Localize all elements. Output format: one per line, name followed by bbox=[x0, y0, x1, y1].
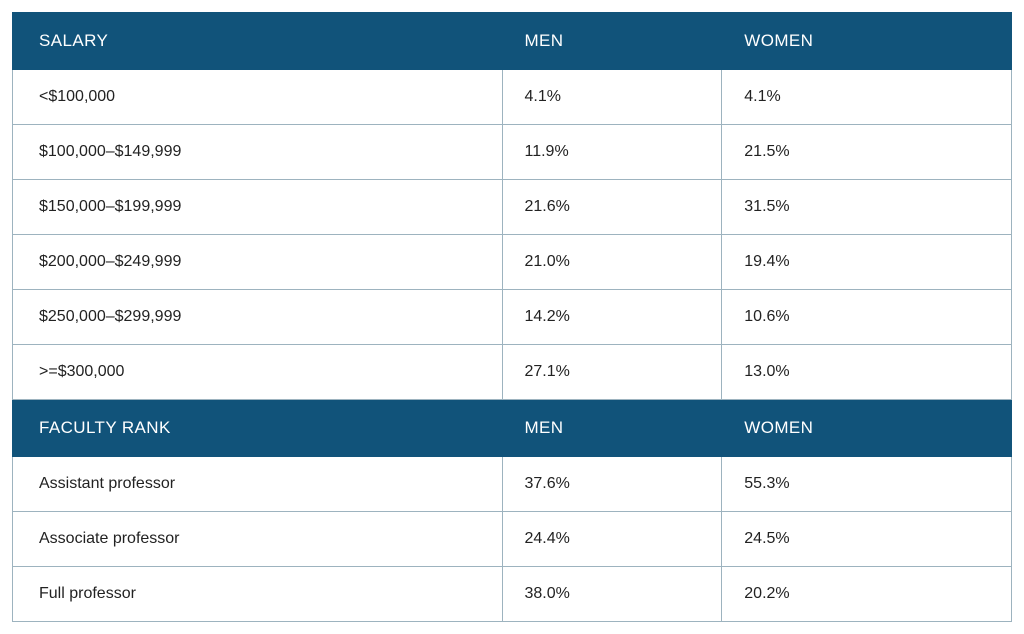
table-row: Full professor 38.0% 20.2% bbox=[13, 567, 1012, 622]
cell-category: <$100,000 bbox=[13, 70, 503, 125]
cell-men: 11.9% bbox=[502, 125, 722, 180]
cell-category: >=$300,000 bbox=[13, 345, 503, 400]
data-table: SALARY MEN WOMEN <$100,000 4.1% 4.1% $10… bbox=[12, 12, 1012, 622]
col-header-men: MEN bbox=[502, 400, 722, 457]
cell-women: 13.0% bbox=[722, 345, 1012, 400]
col-header-women: WOMEN bbox=[722, 400, 1012, 457]
cell-women: 55.3% bbox=[722, 457, 1012, 512]
cell-men: 4.1% bbox=[502, 70, 722, 125]
cell-category: Assistant professor bbox=[13, 457, 503, 512]
col-header-category: SALARY bbox=[13, 13, 503, 70]
cell-category: Associate professor bbox=[13, 512, 503, 567]
table-row: Assistant professor 37.6% 55.3% bbox=[13, 457, 1012, 512]
table-header-salary: SALARY MEN WOMEN bbox=[13, 13, 1012, 70]
col-header-category: FACULTY RANK bbox=[13, 400, 503, 457]
cell-men: 27.1% bbox=[502, 345, 722, 400]
cell-category: $150,000–$199,999 bbox=[13, 180, 503, 235]
cell-women: 4.1% bbox=[722, 70, 1012, 125]
cell-men: 14.2% bbox=[502, 290, 722, 345]
table-row: $250,000–$299,999 14.2% 10.6% bbox=[13, 290, 1012, 345]
table-row: >=$300,000 27.1% 13.0% bbox=[13, 345, 1012, 400]
cell-category: Full professor bbox=[13, 567, 503, 622]
table-row: $150,000–$199,999 21.6% 31.5% bbox=[13, 180, 1012, 235]
cell-women: 31.5% bbox=[722, 180, 1012, 235]
cell-women: 19.4% bbox=[722, 235, 1012, 290]
cell-women: 10.6% bbox=[722, 290, 1012, 345]
cell-men: 37.6% bbox=[502, 457, 722, 512]
cell-category: $100,000–$149,999 bbox=[13, 125, 503, 180]
cell-men: 21.6% bbox=[502, 180, 722, 235]
cell-women: 21.5% bbox=[722, 125, 1012, 180]
cell-men: 24.4% bbox=[502, 512, 722, 567]
table-row: Associate professor 24.4% 24.5% bbox=[13, 512, 1012, 567]
table-row: <$100,000 4.1% 4.1% bbox=[13, 70, 1012, 125]
table-header-faculty-rank: FACULTY RANK MEN WOMEN bbox=[13, 400, 1012, 457]
cell-women: 20.2% bbox=[722, 567, 1012, 622]
cell-category: $250,000–$299,999 bbox=[13, 290, 503, 345]
cell-men: 38.0% bbox=[502, 567, 722, 622]
table-row: $200,000–$249,999 21.0% 19.4% bbox=[13, 235, 1012, 290]
col-header-women: WOMEN bbox=[722, 13, 1012, 70]
cell-category: $200,000–$249,999 bbox=[13, 235, 503, 290]
table-row: $100,000–$149,999 11.9% 21.5% bbox=[13, 125, 1012, 180]
cell-men: 21.0% bbox=[502, 235, 722, 290]
col-header-men: MEN bbox=[502, 13, 722, 70]
cell-women: 24.5% bbox=[722, 512, 1012, 567]
